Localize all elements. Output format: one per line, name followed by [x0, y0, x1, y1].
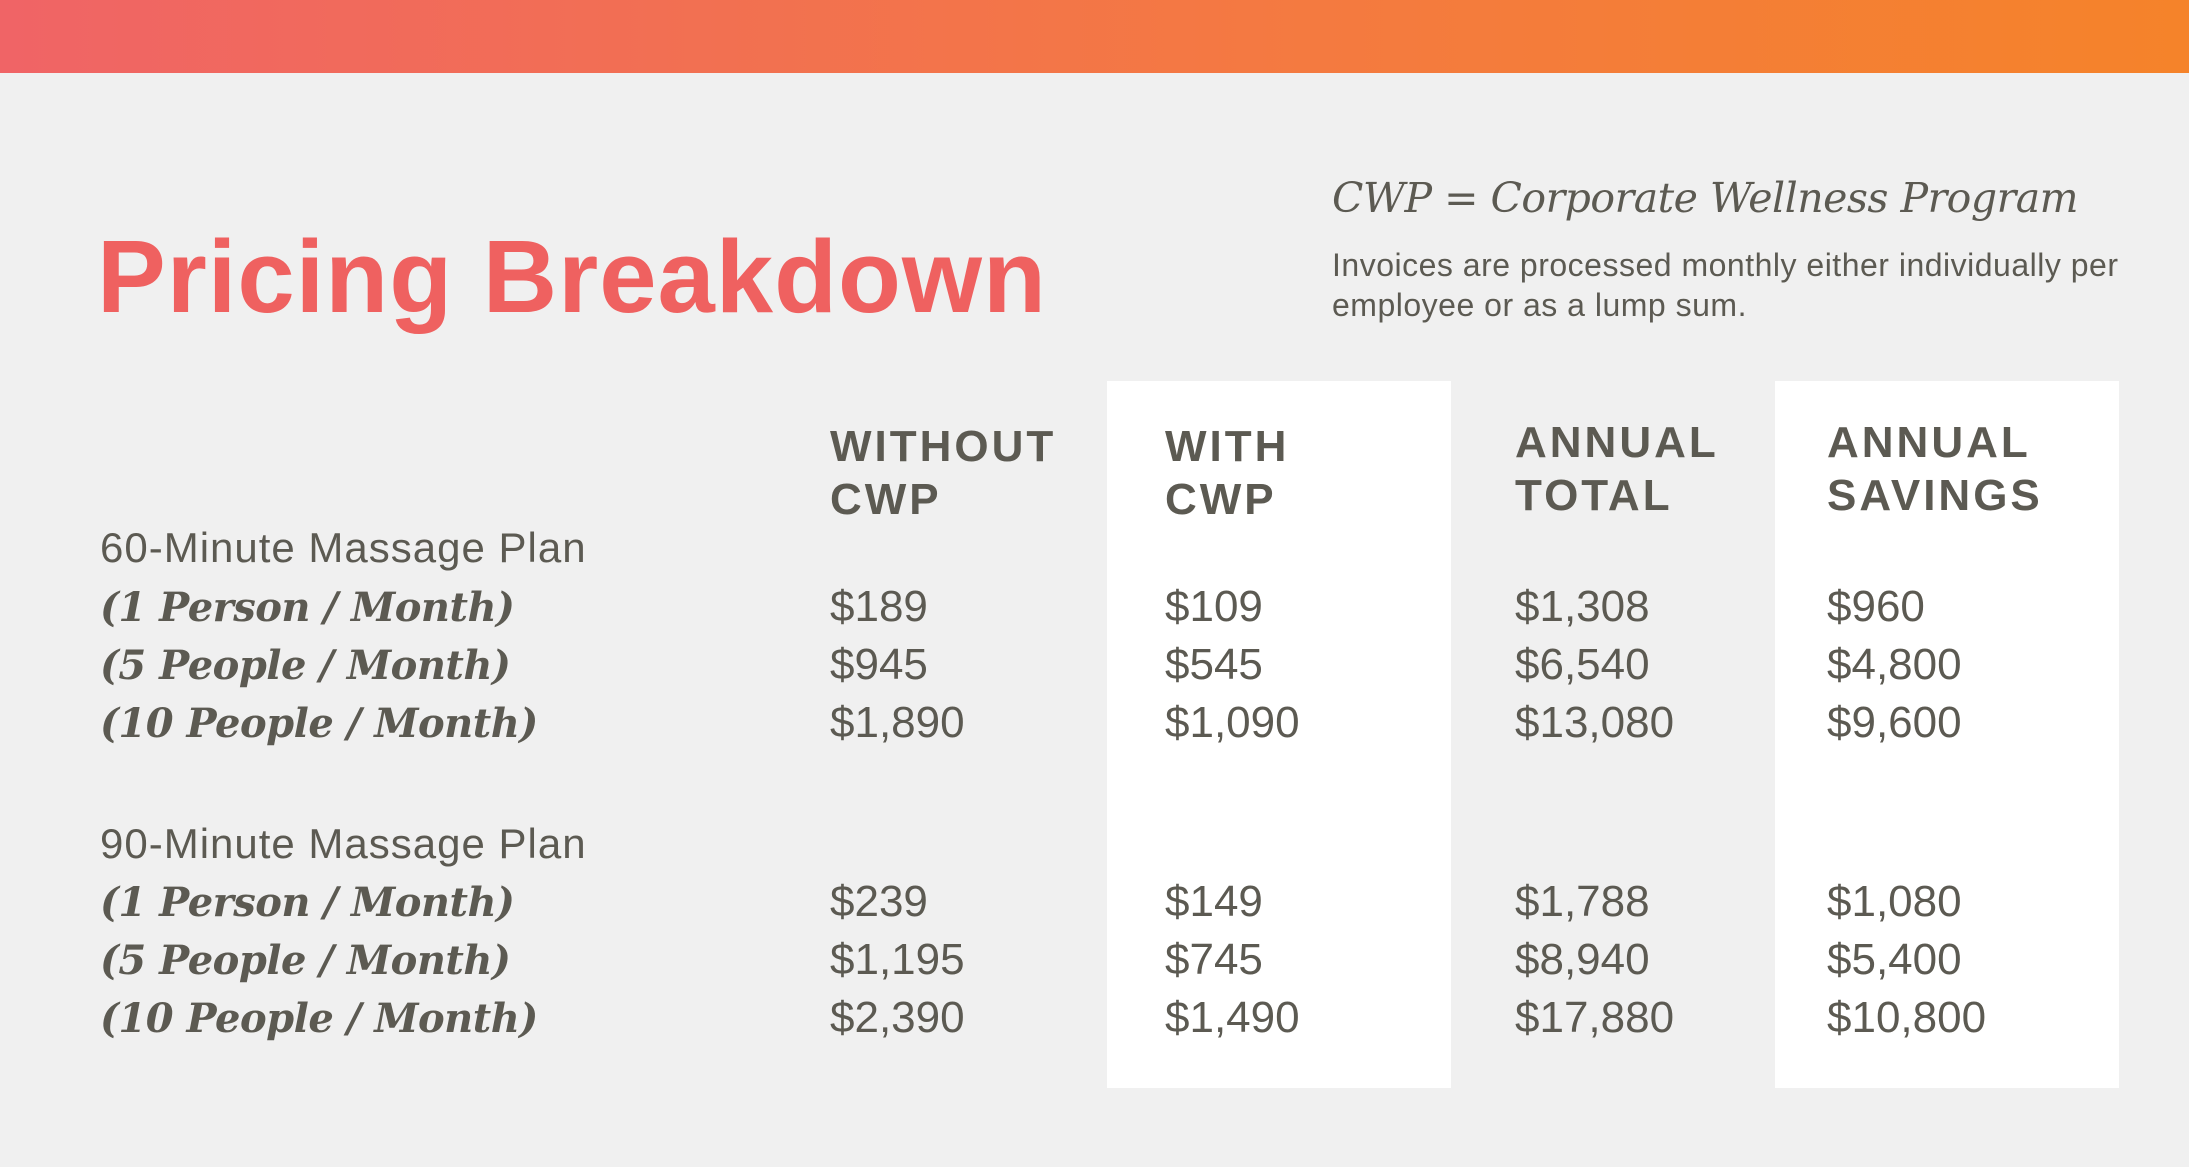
annual-savings: $4,800	[1827, 640, 1962, 689]
annual-savings: $9,600	[1827, 698, 1962, 747]
price-without-cwp: $2,390	[830, 993, 965, 1042]
price-without-cwp: $945	[830, 640, 928, 689]
column-header-with-cwp: WITH CWP	[1165, 422, 1290, 524]
row-label: (10 People / Month)	[100, 995, 538, 1042]
annual-total: $1,788	[1515, 877, 1650, 926]
with-cwp-column-highlight	[1107, 381, 1451, 1088]
column-header-without-cwp: WITHOUT CWP	[830, 422, 1057, 524]
price-with-cwp: $545	[1165, 640, 1263, 689]
plan-name: 60-Minute Massage Plan	[100, 524, 587, 571]
price-without-cwp: $1,890	[830, 698, 965, 747]
annual-total: $8,940	[1515, 935, 1650, 984]
annual-savings-column-highlight	[1775, 381, 2119, 1088]
annual-total: $6,540	[1515, 640, 1650, 689]
row-label: (1 Person / Month)	[100, 584, 515, 631]
annual-total: $13,080	[1515, 698, 1675, 747]
plan-name: 90-Minute Massage Plan	[100, 820, 587, 867]
price-with-cwp: $109	[1165, 582, 1263, 631]
row-label: (10 People / Month)	[100, 700, 538, 747]
row-label: (5 People / Month)	[100, 937, 511, 984]
annual-total: $17,880	[1515, 993, 1675, 1042]
price-with-cwp: $745	[1165, 935, 1263, 984]
cwp-definition: CWP = Corporate Wellness Program	[1332, 174, 2079, 222]
annual-savings: $960	[1827, 582, 1925, 631]
header-gradient-bar	[0, 0, 2189, 73]
column-header-annual-total: ANNUAL TOTAL	[1515, 418, 1719, 520]
price-without-cwp: $1,195	[830, 935, 965, 984]
annual-total: $1,308	[1515, 582, 1650, 631]
price-with-cwp: $1,490	[1165, 993, 1300, 1042]
annual-savings: $5,400	[1827, 935, 1962, 984]
price-without-cwp: $189	[830, 582, 928, 631]
annual-savings: $1,080	[1827, 877, 1962, 926]
price-without-cwp: $239	[830, 877, 928, 926]
column-header-annual-savings: ANNUAL SAVINGS	[1827, 418, 2043, 520]
price-with-cwp: $149	[1165, 877, 1263, 926]
annual-savings: $10,800	[1827, 993, 1987, 1042]
invoice-note: Invoices are processed monthly either in…	[1332, 247, 2119, 323]
price-with-cwp: $1,090	[1165, 698, 1300, 747]
row-label: (5 People / Month)	[100, 642, 511, 689]
row-label: (1 Person / Month)	[100, 879, 515, 926]
page-title: Pricing Breakdown	[97, 219, 1047, 334]
